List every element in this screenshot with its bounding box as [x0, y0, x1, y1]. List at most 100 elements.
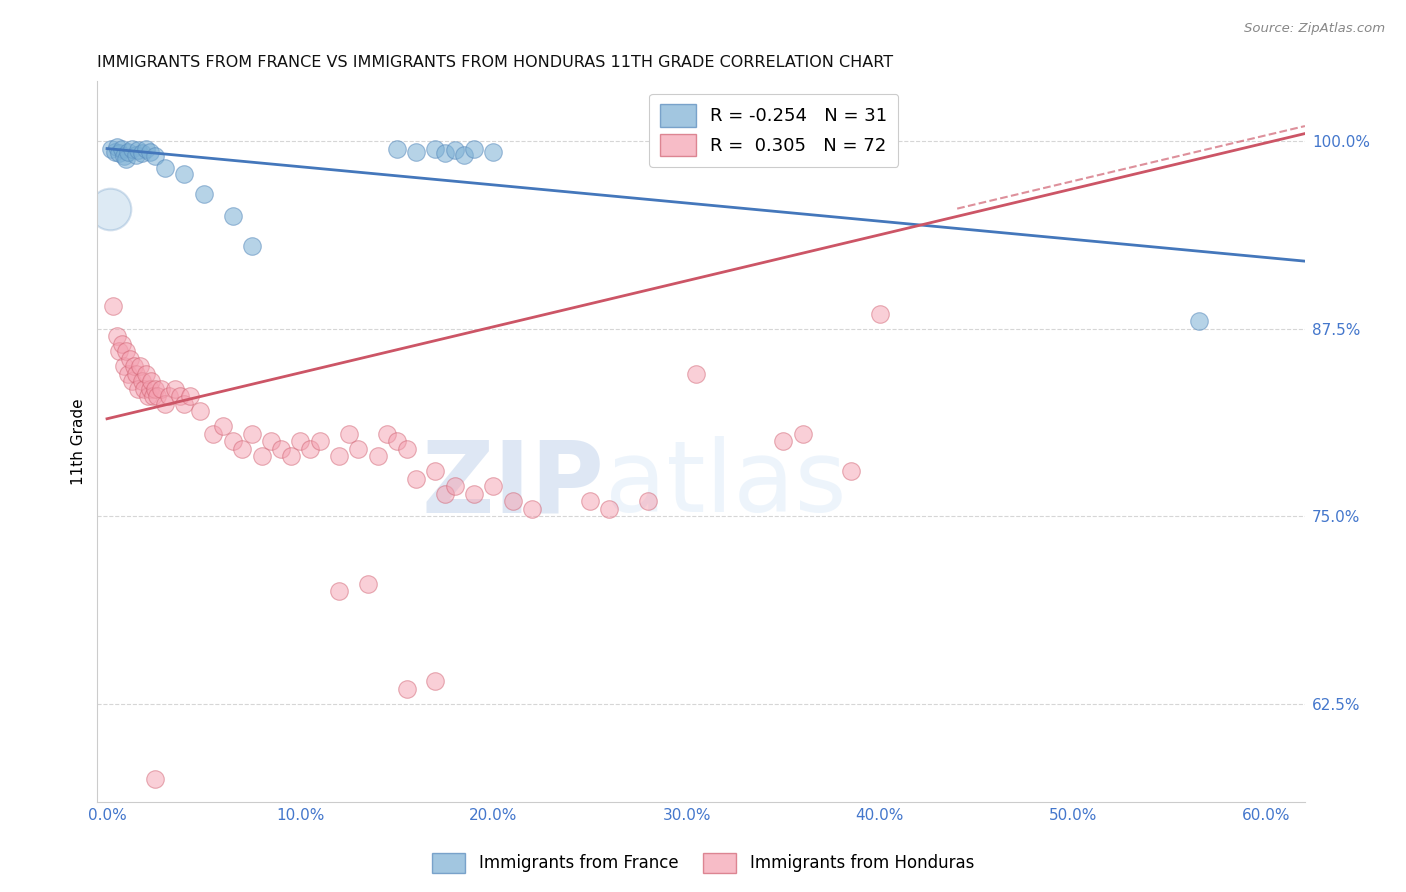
Point	[337, 426, 360, 441]
Point	[173, 397, 195, 411]
Point	[121, 142, 143, 156]
Point	[143, 149, 166, 163]
Point	[111, 142, 134, 156]
Point	[179, 389, 201, 403]
Point	[105, 140, 128, 154]
Point	[150, 382, 173, 396]
Point	[100, 142, 122, 156]
Y-axis label: 11th Grade: 11th Grade	[72, 398, 86, 484]
Point	[830, 142, 852, 156]
Point	[260, 434, 283, 449]
Point	[443, 479, 465, 493]
Point	[405, 145, 427, 159]
Legend: Immigrants from France, Immigrants from Honduras: Immigrants from France, Immigrants from …	[425, 847, 981, 880]
Point	[434, 146, 457, 161]
Point	[138, 145, 160, 159]
Point	[131, 374, 153, 388]
Point	[138, 382, 160, 396]
Point	[502, 494, 524, 508]
Point	[298, 442, 321, 456]
Point	[221, 434, 243, 449]
Point	[280, 450, 302, 464]
Point	[463, 142, 485, 156]
Text: atlas: atlas	[605, 436, 846, 533]
Point	[117, 367, 139, 381]
Point	[240, 239, 263, 253]
Point	[434, 487, 457, 501]
Point	[482, 145, 505, 159]
Point	[685, 367, 707, 381]
Point	[425, 464, 447, 478]
Point	[105, 329, 128, 343]
Point	[290, 434, 312, 449]
Point	[463, 487, 485, 501]
Point	[101, 299, 124, 313]
Point	[221, 209, 243, 223]
Point	[395, 681, 418, 696]
Point	[598, 501, 620, 516]
Point	[127, 143, 149, 157]
Point	[115, 344, 138, 359]
Point	[482, 479, 505, 493]
Point	[115, 152, 138, 166]
Point	[240, 426, 263, 441]
Point	[142, 389, 165, 403]
Point	[231, 442, 253, 456]
Point	[135, 142, 157, 156]
Point	[869, 307, 891, 321]
Point	[772, 434, 794, 449]
Point	[579, 494, 602, 508]
Point	[135, 367, 157, 381]
Point	[385, 434, 408, 449]
Point	[202, 426, 225, 441]
Point	[112, 149, 135, 163]
Point	[405, 472, 427, 486]
Point	[157, 389, 180, 403]
Text: IMMIGRANTS FROM FRANCE VS IMMIGRANTS FROM HONDURAS 11TH GRADE CORRELATION CHART: IMMIGRANTS FROM FRANCE VS IMMIGRANTS FRO…	[97, 55, 893, 70]
Point	[308, 434, 330, 449]
Point	[153, 397, 176, 411]
Point	[1188, 314, 1211, 328]
Point	[112, 359, 135, 374]
Point	[193, 186, 215, 201]
Point	[146, 389, 169, 403]
Point	[173, 167, 195, 181]
Point	[143, 382, 166, 396]
Point	[107, 344, 129, 359]
Point	[111, 336, 134, 351]
Point	[121, 374, 143, 388]
Point	[131, 146, 153, 161]
Point	[443, 143, 465, 157]
Point	[153, 161, 176, 175]
Point	[104, 145, 127, 159]
Point	[792, 426, 814, 441]
Point	[132, 382, 155, 396]
Point	[270, 442, 292, 456]
Point	[125, 367, 148, 381]
Point	[117, 145, 139, 159]
Point	[637, 494, 659, 508]
Point	[328, 584, 350, 599]
Point	[520, 501, 543, 516]
Text: ZIP: ZIP	[422, 436, 605, 533]
Point	[839, 464, 862, 478]
Point	[425, 142, 447, 156]
Point	[188, 404, 211, 418]
Point	[367, 450, 389, 464]
Point	[120, 351, 142, 366]
Point	[375, 426, 398, 441]
Point	[395, 442, 418, 456]
Point	[347, 442, 370, 456]
Point	[328, 450, 350, 464]
Point	[122, 359, 145, 374]
Point	[425, 674, 447, 689]
Point	[163, 382, 186, 396]
Point	[136, 389, 159, 403]
Point	[250, 450, 273, 464]
Point	[453, 147, 475, 161]
Point	[357, 577, 380, 591]
Point	[107, 146, 129, 161]
Point	[128, 359, 150, 374]
Point	[385, 142, 408, 156]
Point	[98, 202, 121, 216]
